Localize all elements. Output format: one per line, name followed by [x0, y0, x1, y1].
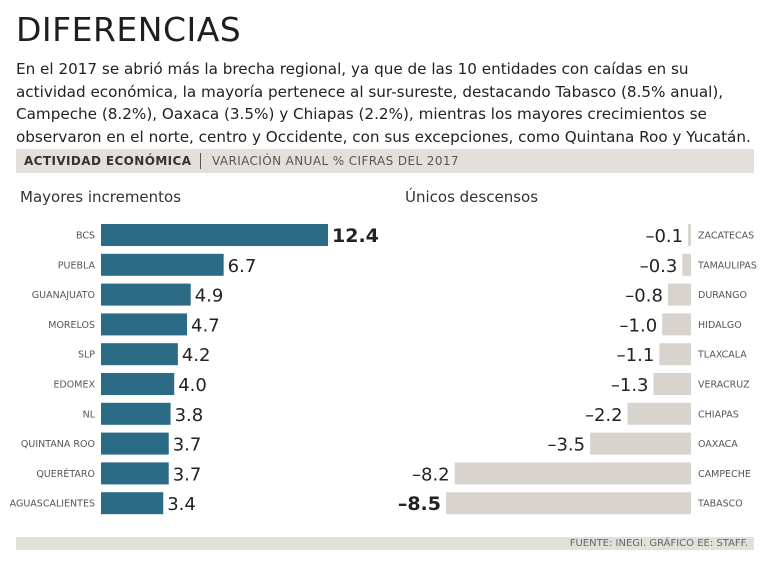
category-label: QUINTANA ROO: [21, 439, 95, 450]
category-label: OAXACA: [698, 439, 738, 450]
category-label: AGUASCALIENTES: [10, 499, 95, 510]
data-label: –1.3: [611, 375, 649, 396]
category-label: TLAXCALA: [697, 350, 747, 361]
data-label: –8.2: [412, 464, 450, 485]
bar: [101, 313, 188, 336]
right-panel-title: Únicos descensos: [405, 188, 539, 206]
bar: [446, 492, 691, 515]
data-label: 4.7: [191, 315, 220, 336]
data-label: –8.5: [398, 493, 441, 515]
category-label: VERACRUZ: [698, 380, 750, 391]
category-label: MORELOS: [48, 320, 95, 331]
source-footer: FUENTE: INEGI. GRÁFICO EE: STAFF.: [16, 537, 754, 550]
bar: [688, 224, 691, 246]
category-label: SLP: [78, 350, 95, 361]
category-label: PUEBLA: [58, 260, 96, 271]
data-label: 3.8: [175, 405, 204, 426]
bar: [101, 462, 169, 485]
bar: [101, 492, 164, 515]
category-label: TABASCO: [697, 499, 743, 510]
data-label: 3.7: [173, 435, 202, 456]
data-label: 4.2: [182, 345, 211, 366]
page-subtitle: En el 2017 se abrió más la brecha region…: [16, 60, 751, 146]
bar: [662, 313, 691, 336]
data-label: 6.7: [228, 256, 257, 277]
category-label: CAMPECHE: [698, 469, 751, 480]
band-separator: [200, 153, 201, 169]
data-label: –2.2: [585, 405, 623, 426]
data-label: –3.5: [547, 435, 585, 456]
source-text: FUENTE: INEGI. GRÁFICO EE: STAFF.: [569, 538, 748, 549]
bar: [101, 253, 224, 276]
bar: [590, 432, 691, 455]
category-label: HIDALGO: [698, 320, 742, 331]
category-label: ZACATECAS: [698, 231, 754, 242]
data-label: 3.4: [167, 494, 196, 515]
band-label: ACTIVIDAD ECONÓMICA: [24, 154, 192, 168]
data-label: 4.0: [178, 375, 207, 396]
data-label: 4.9: [195, 286, 224, 307]
bar: [454, 462, 691, 485]
bar: [101, 402, 171, 425]
category-label: DURANGO: [698, 290, 747, 301]
bar: [667, 283, 691, 306]
category-label: NL: [83, 409, 96, 420]
chart-header-band: ACTIVIDAD ECONÓMICA VARIACIÓN ANUAL % CI…: [16, 149, 754, 173]
bar: [101, 373, 175, 395]
page-title: DIFERENCIAS: [16, 10, 242, 49]
bar: [627, 402, 691, 425]
data-label: –0.8: [625, 286, 663, 307]
data-label: 12.4: [332, 225, 379, 247]
category-label: BCS: [76, 231, 95, 242]
bar: [101, 432, 169, 455]
bar: [101, 343, 178, 366]
data-label: –0.3: [640, 256, 678, 277]
category-label: CHIAPAS: [698, 409, 739, 420]
data-label: –1.0: [620, 315, 658, 336]
data-label: 3.7: [173, 464, 202, 485]
bar: [101, 283, 191, 306]
bar: [659, 343, 691, 366]
bar: [101, 224, 328, 246]
category-label: GUANAJUATO: [32, 290, 95, 301]
category-label: TAMAULIPAS: [697, 260, 757, 271]
category-label: QUERÉTARO: [36, 468, 95, 480]
category-label: EDOMEX: [53, 380, 95, 391]
data-label: –1.1: [617, 345, 655, 366]
left-panel-title: Mayores incrementos: [20, 188, 182, 206]
band-sublabel: VARIACIÓN ANUAL % CIFRAS DEL 2017: [212, 154, 459, 168]
bar: [682, 253, 691, 276]
data-label: –0.1: [645, 226, 683, 247]
bar: [653, 373, 691, 395]
